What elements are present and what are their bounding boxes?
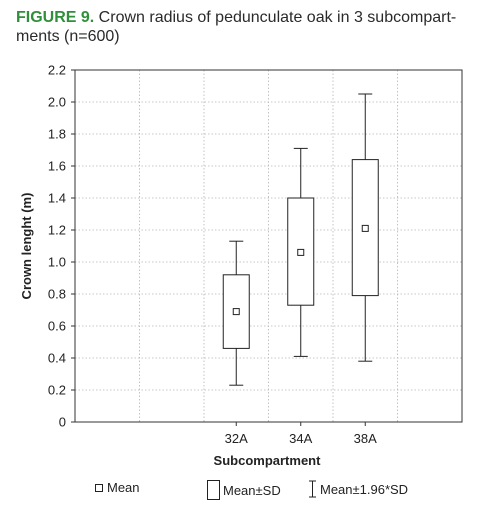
sd-box	[222, 274, 250, 349]
grid-lines	[75, 69, 462, 423]
plot-frame	[74, 69, 463, 423]
figure-caption: FIGURE 9. Crown radius of pedunculate oa…	[16, 8, 486, 46]
mean-marker	[361, 224, 369, 232]
box-group-38A	[351, 93, 379, 362]
x-tick-label: 32A	[225, 431, 248, 446]
y-tick-label: 0.4	[48, 351, 66, 366]
y-axis-label: Crown lenght (m)	[19, 193, 34, 300]
y-tick-label: 0	[59, 415, 66, 430]
legend-sd-label: Mean±SD	[223, 482, 281, 498]
legend-ci: Mean±1.96*SD	[308, 480, 408, 498]
whisker-symbol-icon	[309, 480, 316, 498]
legend-sd: Mean±SD	[207, 480, 281, 500]
x-axis-label: Subcompartment	[214, 453, 322, 468]
y-tick-label: 0.6	[48, 319, 66, 334]
figure-caption-text: Crown radius of pedunculate oak in 3 sub…	[16, 9, 457, 45]
x-tick-label: 38A	[354, 431, 377, 446]
box-symbol-icon	[207, 480, 220, 500]
legend-ci-label: Mean±1.96*SD	[320, 481, 409, 497]
y-tick-label: 1.8	[48, 127, 66, 142]
mean-marker	[232, 308, 240, 316]
y-tick-label: 1.0	[48, 255, 66, 270]
y-tick-label: 1.4	[48, 191, 66, 206]
mean-marker	[297, 248, 305, 256]
y-tick-label: 0.2	[48, 383, 66, 398]
y-tick-label: 1.2	[48, 223, 66, 238]
y-tick-label: 0.8	[48, 287, 66, 302]
y-tick-label: 2.2	[48, 63, 66, 78]
y-tick-label: 2.0	[48, 95, 66, 110]
x-tick-label: 34A	[289, 431, 312, 446]
figure-number: FIGURE 9.	[16, 9, 95, 26]
y-tick-label: 1.6	[48, 159, 66, 174]
legend-mean: Mean	[95, 480, 140, 495]
legend: Mean Mean±SD Mean±1.96*SD	[95, 480, 485, 500]
mean-marker-icon	[95, 483, 103, 492]
box-group-32A	[222, 240, 250, 386]
legend-mean-label: Mean	[107, 480, 140, 495]
box-group-34A	[287, 147, 315, 357]
